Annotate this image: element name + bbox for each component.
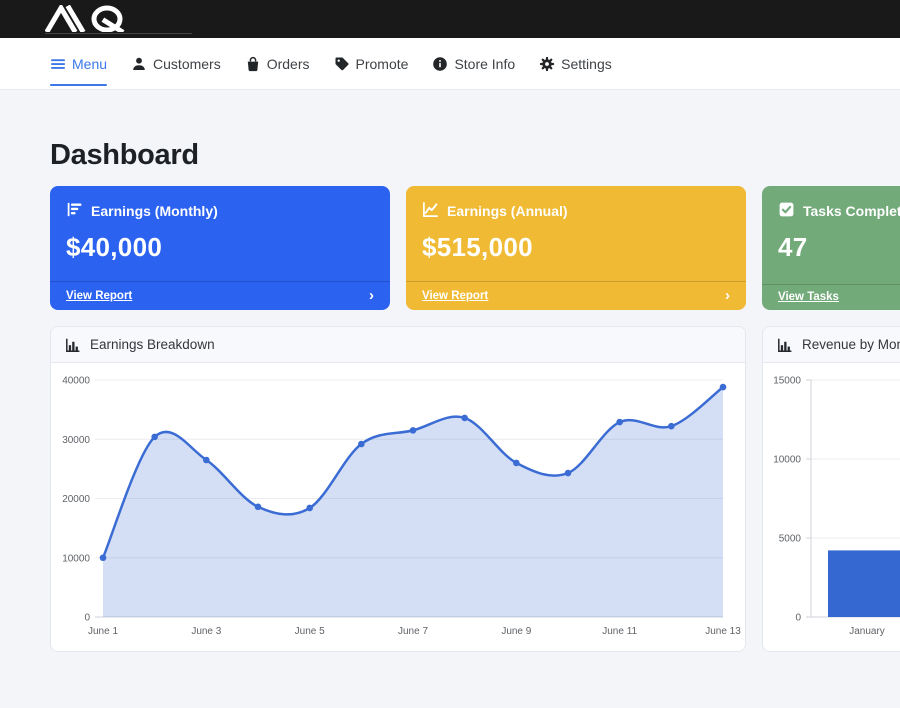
view-report-link[interactable]: View Report <box>66 289 133 302</box>
bar-chart-icon <box>66 201 83 221</box>
bar-chart-icon <box>65 337 81 353</box>
card-earnings-monthly: Earnings (Monthly) $40,000 View Report › <box>50 186 390 310</box>
panel-header: Revenue by Month <box>763 327 900 363</box>
nav-label: Store Info <box>454 55 516 72</box>
card-earnings-annual: Earnings (Annual) $515,000 View Report › <box>406 186 746 310</box>
topbar <box>0 0 900 38</box>
svg-text:0: 0 <box>84 613 90 624</box>
svg-text:June 7: June 7 <box>398 626 428 637</box>
panel-title: Revenue by Month <box>802 337 900 352</box>
nav-item-settings[interactable]: Settings <box>539 38 612 89</box>
card-tasks-completed: Tasks Completed 47 View Tasks <box>762 186 900 310</box>
svg-text:January: January <box>849 626 885 637</box>
view-report-link[interactable]: View Report <box>422 289 489 302</box>
aq-monogram-logo[interactable] <box>44 3 137 35</box>
svg-text:June 13: June 13 <box>705 626 741 637</box>
hamburger-icon <box>50 56 66 72</box>
svg-text:June 11: June 11 <box>602 626 637 637</box>
svg-text:10000: 10000 <box>62 553 90 564</box>
svg-text:20000: 20000 <box>62 494 90 505</box>
panel-earnings-breakdown: Earnings Breakdown 0 10000 20000 30000 40000… <box>50 326 746 652</box>
panel-title: Earnings Breakdown <box>90 337 215 352</box>
stat-card-footer: View Report › <box>406 281 746 310</box>
nav-item-store-info[interactable]: Store Info <box>432 38 515 89</box>
info-icon <box>432 56 448 72</box>
user-icon <box>131 56 147 72</box>
svg-text:June 9: June 9 <box>501 626 531 637</box>
stat-card-footer: View Report › <box>50 281 390 310</box>
panel-header: Earnings Breakdown <box>51 327 745 363</box>
line-chart-icon <box>422 201 439 221</box>
earnings-breakdown-area-chart: 0 10000 20000 30000 40000 June 1 June 3 June 5 J… <box>51 363 745 651</box>
svg-text:40000: 40000 <box>62 376 90 387</box>
nav-item-menu[interactable]: Menu <box>50 38 108 89</box>
stat-card-value: $40,000 <box>66 232 163 262</box>
stat-card-title: Tasks Completed <box>803 203 900 219</box>
logo-underline <box>45 33 192 34</box>
stat-card-footer: View Tasks <box>762 284 900 310</box>
page-title: Dashboard <box>50 139 199 171</box>
stat-card-title: Earnings (Annual) <box>447 203 568 219</box>
nav-label: Customers <box>153 55 221 72</box>
nav-item-customers[interactable]: Customers <box>131 38 221 89</box>
charts-row: Earnings Breakdown 0 10000 20000 30000 40000… <box>50 326 900 652</box>
gear-icon <box>539 56 555 72</box>
nav-label: Promote <box>355 55 409 72</box>
bar-chart-icon <box>777 337 793 353</box>
svg-text:June 1: June 1 <box>88 626 118 637</box>
svg-text:30000: 30000 <box>62 435 90 446</box>
svg-text:June 5: June 5 <box>295 626 325 637</box>
main-content: Dashboard Earnings (Monthly) $40,000 <box>0 139 900 652</box>
svg-text:10000: 10000 <box>773 455 801 466</box>
svg-text:15000: 15000 <box>773 376 801 387</box>
nav-item-promote[interactable]: Promote <box>334 38 409 89</box>
revenue-by-month-bar-chart: 0 5000 10000 15000 January <box>763 363 900 651</box>
stat-card-value: $515,000 <box>422 232 533 262</box>
tag-icon <box>334 56 350 72</box>
nav-label: Settings <box>561 55 612 72</box>
shopping-bag-icon <box>245 56 261 72</box>
nav-label: Menu <box>72 55 108 72</box>
svg-text:June 3: June 3 <box>191 626 221 637</box>
check-square-icon <box>778 201 795 221</box>
main-nav: Menu Customers Orders <box>0 38 900 90</box>
svg-text:0: 0 <box>795 613 801 624</box>
panel-revenue-by-month: Revenue by Month 0 5000 10000 15000 January <box>762 326 900 652</box>
chevron-right-icon[interactable]: › <box>369 287 374 304</box>
nav-label: Orders <box>266 55 310 72</box>
chevron-right-icon[interactable]: › <box>725 287 730 304</box>
logo-graphic <box>44 3 125 35</box>
view-tasks-link[interactable]: View Tasks <box>778 291 839 303</box>
svg-text:5000: 5000 <box>779 534 802 545</box>
stat-cards-row: Earnings (Monthly) $40,000 View Report › <box>50 186 900 310</box>
stat-card-title: Earnings (Monthly) <box>91 203 218 219</box>
stat-card-value: 47 <box>778 232 808 262</box>
nav-item-orders[interactable]: Orders <box>245 38 310 89</box>
